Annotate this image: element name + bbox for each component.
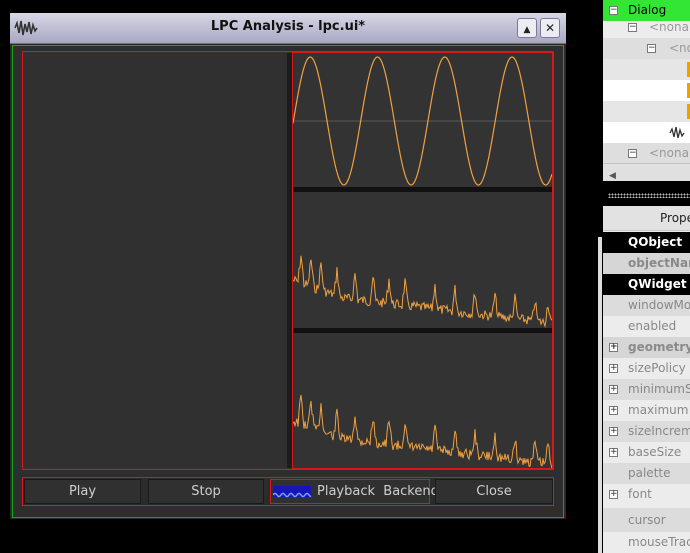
- triangle-up-icon: ▲: [523, 25, 531, 35]
- property-editor: Prope QObject objectNar QWidget windowMo ena…: [603, 206, 690, 553]
- plot-divider: [293, 328, 552, 333]
- window-title: LPC Analysis - lpc.ui*: [210, 19, 366, 34]
- property-label: windowMo: [628, 298, 690, 312]
- property-row[interactable]: + baseSize: [603, 442, 690, 463]
- property-label: baseSize: [628, 445, 682, 459]
- property-label: QWidget: [628, 277, 687, 291]
- minimize-button[interactable]: ▲: [517, 18, 537, 38]
- button-bar: Play Stop Playback Backend Close: [22, 477, 554, 506]
- widget-marker: [687, 62, 690, 77]
- property-label: maximum: [628, 403, 689, 417]
- playback-backend-button[interactable]: Playback Backend: [270, 479, 439, 504]
- collapse-icon[interactable]: −: [609, 5, 618, 15]
- property-label: font: [628, 487, 652, 501]
- property-label: QObject: [628, 235, 683, 249]
- property-row[interactable]: palette: [603, 463, 690, 484]
- close-icon: ✕: [544, 21, 556, 35]
- property-row[interactable]: + maximum: [603, 400, 690, 421]
- lpc-spectrum-graph: [292, 394, 553, 470]
- property-label: geometry: [628, 340, 690, 354]
- property-label: palette: [628, 466, 671, 480]
- property-row[interactable]: + geometry: [603, 337, 690, 358]
- collapse-icon[interactable]: −: [647, 43, 656, 53]
- waveform-app-icon: [14, 20, 38, 36]
- collapse-icon[interactable]: −: [628, 148, 637, 158]
- spectrum-plot-2: [292, 333, 553, 470]
- dock-resize-handle[interactable]: [608, 193, 690, 198]
- stop-button[interactable]: Stop: [148, 479, 264, 504]
- property-header[interactable]: Prope: [603, 206, 690, 231]
- scroll-left-icon[interactable]: ◀: [609, 171, 616, 181]
- property-row[interactable]: enabled: [603, 316, 690, 337]
- property-row[interactable]: mouseTrac: [603, 532, 690, 553]
- expand-icon[interactable]: +: [609, 384, 618, 394]
- tree-item[interactable]: [603, 101, 690, 122]
- playback-backend-label: Playback Backend: [317, 484, 439, 499]
- expand-icon[interactable]: +: [609, 405, 618, 415]
- dock-scrollbar[interactable]: [598, 237, 602, 553]
- close-window-button[interactable]: ✕: [540, 18, 560, 38]
- property-label: minimumS: [628, 382, 690, 396]
- tree-item[interactable]: − <nonam: [628, 20, 690, 34]
- title-bar[interactable]: LPC Analysis - lpc.ui* ▲ ✕: [10, 13, 566, 44]
- spectrogram-pane: [24, 53, 287, 468]
- waveform-indicator-icon: [272, 486, 314, 498]
- property-label: enabled: [628, 319, 677, 333]
- expand-icon[interactable]: +: [609, 426, 618, 436]
- tree-item[interactable]: − <nonam: [603, 143, 690, 164]
- property-label: sizeIncrem: [628, 424, 690, 438]
- tree-item[interactable]: [603, 59, 690, 80]
- pane-splitter[interactable]: [287, 53, 292, 468]
- tree-item[interactable]: − <no: [603, 38, 690, 59]
- expand-icon[interactable]: +: [609, 489, 618, 499]
- horizontal-scrollbar[interactable]: ◀: [603, 163, 690, 181]
- lpc-analysis-dialog: LPC Analysis - lpc.ui* ▲ ✕: [10, 13, 566, 519]
- property-label: sizePolicy: [628, 361, 686, 375]
- property-row[interactable]: + sizeIncrem: [603, 421, 690, 442]
- analysis-view-frame: [22, 51, 554, 470]
- property-row[interactable]: objectNar: [603, 253, 690, 274]
- play-button[interactable]: Play: [24, 479, 141, 504]
- property-row[interactable]: QWidget: [603, 274, 690, 295]
- tree-item[interactable]: [603, 80, 690, 101]
- spectrum-plot-1: [292, 192, 553, 329]
- expand-icon[interactable]: +: [609, 342, 618, 352]
- property-row[interactable]: + sizePolicy: [603, 358, 690, 379]
- property-row[interactable]: + font: [603, 484, 690, 505]
- widget-marker: [687, 83, 690, 98]
- plot-divider: [293, 187, 552, 192]
- expand-icon[interactable]: +: [609, 363, 618, 373]
- tree-item-dialog[interactable]: − Dialog: [603, 0, 690, 21]
- tree-item[interactable]: [603, 122, 690, 143]
- waveform-plot: [292, 53, 553, 187]
- property-row[interactable]: + minimumS: [603, 379, 690, 400]
- property-label: cursor: [628, 513, 666, 527]
- sine-waveform-graph: [292, 56, 553, 186]
- object-inspector: − Dialog − <nonam − <no − <nonam ◀: [603, 0, 690, 181]
- property-label: mouseTrac: [628, 535, 690, 549]
- spectrum-graph: [292, 255, 553, 329]
- waveform-panel: [292, 52, 553, 470]
- waveform-widget-icon: [669, 126, 685, 139]
- property-row[interactable]: cursor: [603, 508, 690, 532]
- property-label: objectNar: [628, 256, 690, 270]
- expand-icon[interactable]: +: [609, 447, 618, 457]
- close-button[interactable]: Close: [435, 479, 553, 504]
- widget-marker: [687, 104, 690, 119]
- property-row[interactable]: QObject: [603, 232, 690, 253]
- property-row[interactable]: windowMo: [603, 295, 690, 316]
- collapse-icon[interactable]: −: [628, 22, 637, 32]
